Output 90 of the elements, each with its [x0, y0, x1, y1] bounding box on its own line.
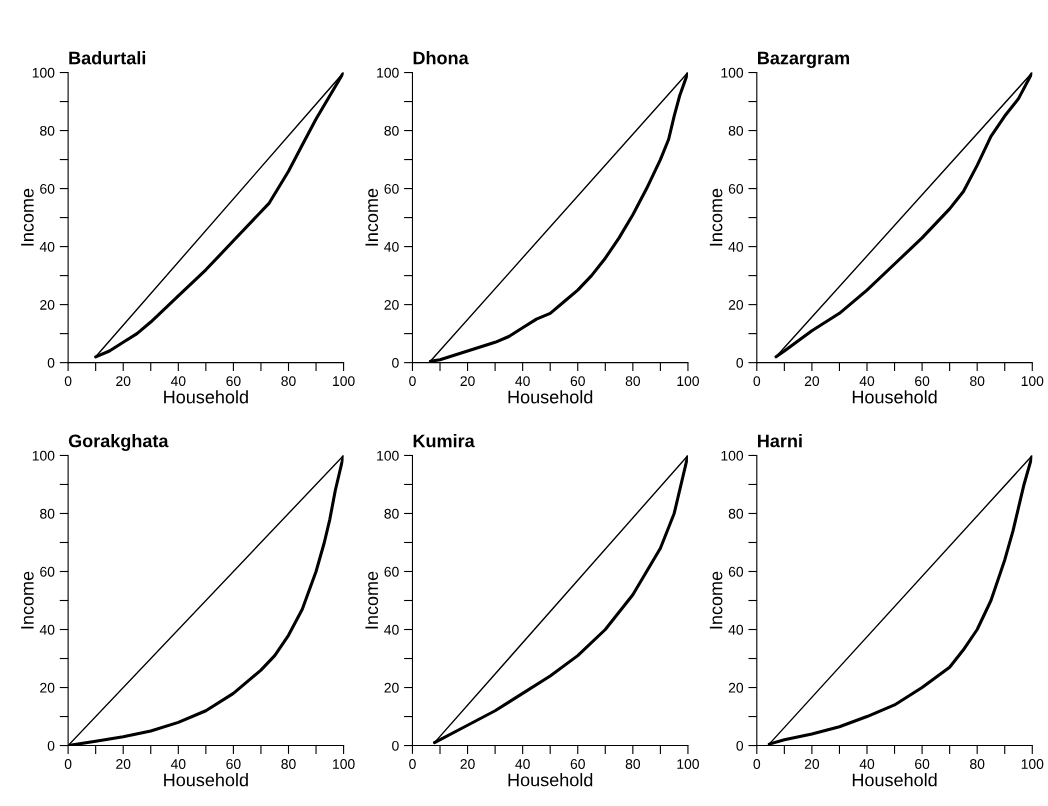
y-tick-label: 20 [384, 299, 399, 310]
y-tick-label: 100 [377, 67, 399, 78]
x-tick-label: 80 [281, 759, 296, 769]
y-tick-label: 40 [728, 624, 744, 635]
y-tick-label: 100 [377, 450, 399, 461]
x-axis-title: Household [508, 773, 593, 787]
x-tick-label: 100 [333, 759, 355, 769]
y-tick-label: 100 [721, 450, 744, 461]
x-tick-label: 0 [753, 376, 761, 387]
y-tick-label: 60 [728, 183, 744, 194]
y-tick-label: 80 [384, 125, 399, 136]
x-tick-label: 20 [804, 376, 820, 387]
chart-title: Kumira [413, 434, 475, 448]
x-axis-title: Household [852, 390, 937, 404]
x-tick-label: 60 [570, 376, 585, 387]
y-axis-title: Income [709, 571, 723, 629]
x-tick-label: 20 [460, 376, 475, 387]
x-tick-label: 20 [460, 759, 475, 769]
y-tick-label: 40 [384, 241, 399, 252]
x-axis-title: Household [164, 773, 248, 787]
y-tick-label: 80 [728, 125, 744, 136]
x-tick-label: 0 [409, 376, 416, 387]
x-tick-label: 80 [625, 376, 641, 387]
x-tick-label: 80 [281, 376, 296, 387]
x-axis-title: Household [508, 390, 593, 404]
chart-title: Badurtali [69, 51, 146, 65]
x-tick-label: 80 [970, 759, 985, 769]
y-tick-label: 60 [384, 566, 399, 577]
x-tick-label: 60 [915, 759, 930, 769]
y-tick-label: 80 [40, 125, 55, 136]
x-tick-label: 100 [677, 759, 699, 769]
y-tick-label: 60 [384, 183, 399, 194]
y-tick-label: 0 [47, 357, 55, 368]
x-tick-label: 20 [804, 759, 820, 769]
chart-title: Bazargram [758, 51, 850, 69]
chart-title: Dhona [413, 51, 469, 65]
chart-title: Harni [758, 434, 802, 448]
x-tick-label: 0 [64, 759, 72, 769]
x-axis-title: Household [164, 390, 248, 404]
x-tick-label: 40 [515, 376, 530, 387]
y-axis-title: Income [365, 188, 379, 246]
x-tick-label: 100 [677, 376, 699, 387]
y-tick-label: 40 [728, 241, 744, 252]
chart-title: Gorakghata [68, 434, 169, 451]
y-tick-label: 20 [384, 682, 399, 693]
y-tick-label: 0 [736, 740, 744, 751]
y-tick-label: 80 [728, 508, 744, 519]
x-axis-title: Household [852, 773, 937, 787]
x-tick-label: 60 [570, 759, 585, 769]
x-tick-label: 0 [409, 759, 416, 769]
y-tick-label: 20 [728, 299, 744, 310]
y-tick-label: 40 [384, 624, 399, 635]
y-tick-label: 0 [392, 740, 399, 751]
x-tick-label: 60 [226, 759, 241, 769]
y-axis-title: Income [21, 188, 34, 246]
x-tick-label: 60 [226, 376, 241, 387]
y-tick-label: 60 [40, 183, 55, 194]
x-tick-label: 100 [1021, 376, 1044, 387]
x-tick-label: 60 [915, 376, 930, 387]
y-tick-label: 20 [728, 682, 744, 693]
x-tick-label: 40 [859, 376, 875, 387]
y-tick-label: 80 [384, 508, 399, 519]
x-tick-label: 100 [1021, 759, 1044, 769]
x-tick-label: 0 [753, 759, 761, 769]
x-tick-label: 80 [970, 376, 985, 387]
y-tick-label: 0 [736, 357, 744, 368]
y-axis-title: Income [365, 571, 379, 629]
x-tick-label: 40 [170, 376, 186, 387]
y-axis-title: Income [709, 188, 723, 246]
y-tick-label: 60 [40, 566, 55, 577]
y-tick-label: 0 [47, 740, 55, 751]
y-tick-label: 40 [39, 624, 55, 635]
y-tick-label: 80 [40, 508, 55, 519]
x-tick-label: 0 [64, 376, 72, 387]
x-tick-label: 40 [859, 759, 875, 769]
y-tick-label: 60 [728, 566, 744, 577]
x-tick-label: 20 [116, 759, 131, 769]
x-tick-label: 80 [625, 759, 641, 769]
y-tick-label: 100 [32, 450, 55, 461]
y-tick-label: 100 [721, 67, 744, 78]
x-tick-label: 40 [515, 759, 530, 769]
y-tick-label: 0 [392, 357, 399, 368]
y-tick-label: 40 [39, 241, 55, 252]
y-tick-label: 100 [32, 67, 55, 78]
x-tick-label: 20 [116, 376, 131, 387]
y-axis-title: Income [21, 571, 34, 629]
x-tick-label: 40 [170, 759, 186, 769]
x-tick-label: 100 [333, 376, 355, 387]
y-tick-label: 20 [40, 682, 55, 693]
y-tick-label: 20 [40, 299, 55, 310]
